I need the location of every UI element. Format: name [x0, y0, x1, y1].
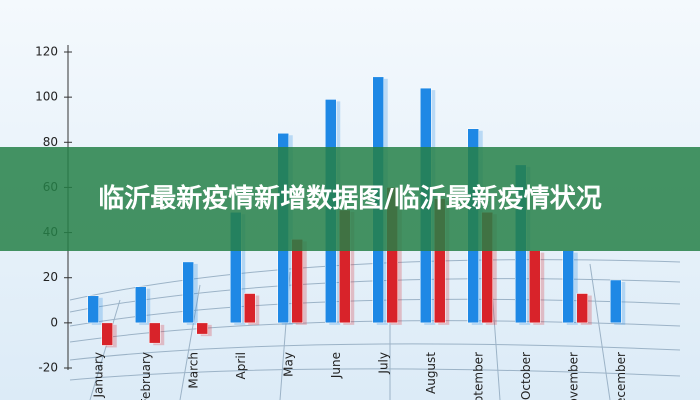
bar: [101, 322, 113, 346]
x-tick-label: October: [519, 352, 533, 400]
bar: [610, 279, 622, 324]
bar: [87, 295, 99, 324]
y-tick-label: -20: [38, 361, 58, 375]
bar: [135, 286, 147, 324]
bar: [291, 239, 303, 324]
y-tick-label: 0: [50, 315, 58, 329]
x-tick-label: June: [329, 352, 343, 379]
bar: [149, 322, 161, 344]
bar: [529, 250, 541, 324]
y-tick-label: 100: [35, 90, 58, 104]
bar: [182, 261, 194, 324]
x-tick-label: August: [424, 352, 438, 394]
x-tick-label: January: [91, 352, 105, 399]
x-tick-label: April: [234, 352, 248, 379]
y-tick-label: 120: [35, 45, 58, 59]
bar: [562, 250, 574, 324]
x-tick-label: March: [186, 352, 200, 389]
x-tick-label: February: [139, 352, 153, 400]
x-tick-label: September: [471, 352, 485, 400]
x-tick-label: December: [614, 352, 628, 400]
y-tick-label: 20: [43, 270, 58, 284]
title-banner: 临沂最新疫情新增数据图/临沂最新疫情状况: [0, 147, 700, 251]
bar: [576, 293, 588, 324]
x-tick-label: July: [376, 352, 390, 375]
bar: [196, 322, 208, 335]
y-tick-label: 80: [43, 135, 58, 149]
bar: [244, 293, 256, 324]
x-tick-label: November: [566, 352, 580, 400]
overlay-title: 临沂最新疫情新增数据图/临沂最新疫情状况: [98, 184, 602, 214]
x-tick-label: May: [281, 352, 295, 377]
